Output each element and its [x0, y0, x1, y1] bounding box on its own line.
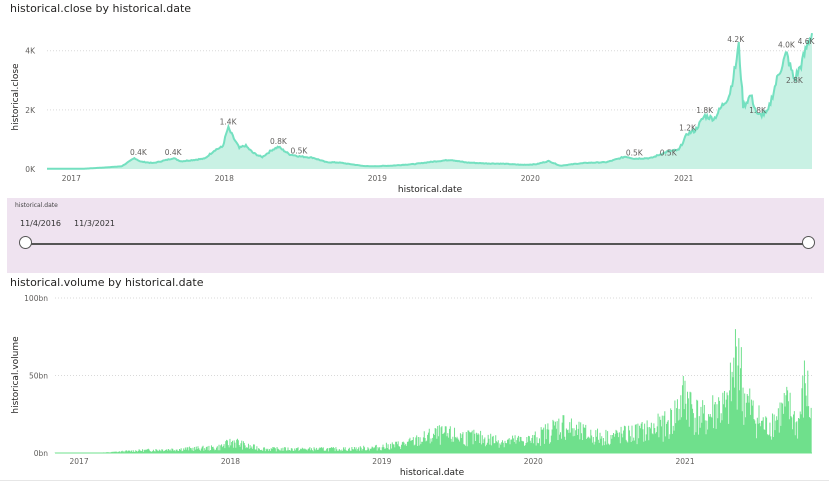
slicer-header: historical.date — [15, 202, 58, 209]
volume-x-tick-label: 2021 — [676, 457, 695, 466]
volume-x-tick-label: 2018 — [221, 457, 240, 466]
close-area-fill — [47, 33, 812, 169]
volume-chart-title: historical.volume by historical.date — [10, 276, 204, 289]
close-x-tick-label: 2018 — [215, 174, 234, 183]
close-data-label: 4.0K — [778, 41, 796, 50]
date-range-slicer[interactable]: historical.date 11/4/2016 11/3/2021 — [7, 198, 824, 273]
slicer-start-date[interactable]: 11/4/2016 — [20, 219, 62, 228]
volume-y-tick-label: 50bn — [29, 372, 48, 381]
close-data-label: 2.8K — [786, 76, 804, 85]
close-chart-title: historical.close by historical.date — [10, 2, 192, 15]
close-data-label: 4.2K — [727, 35, 745, 44]
close-data-label: 1.4K — [220, 118, 238, 127]
close-data-label: 0.4K — [130, 148, 148, 157]
close-chart-svg: 0.4K 0.4K1.4K0.8K0.5K 0.5K 0.5K1.2K1.8K4.2K… — [11, 32, 816, 195]
volume-y-tick-label: 0bn — [34, 449, 49, 458]
close-x-tick-label: 2017 — [62, 174, 81, 183]
volume-chart-svg: 0bn 50bn 100bn 2017 2018 2019 2020 2021 histor… — [11, 294, 812, 478]
close-x-axis-title: historical.date — [398, 185, 463, 195]
close-x-tick-label: 2020 — [521, 174, 540, 183]
close-y-tick-label: 2K — [25, 106, 36, 115]
volume-y-tick-label: 100bn — [24, 294, 48, 303]
close-data-label: 0.4K — [165, 148, 183, 157]
close-x-tick-label: 2021 — [674, 174, 693, 183]
close-data-label: 1.8K — [749, 106, 767, 115]
close-series-line — [47, 32, 813, 170]
close-data-label: 0.5K — [660, 149, 678, 158]
slicer-track[interactable] — [26, 243, 810, 245]
volume-x-axis-title: historical.date — [400, 468, 465, 478]
bottom-border — [0, 480, 829, 481]
close-data-label: 1.8K — [696, 106, 714, 115]
slicer-end-date[interactable]: 11/3/2021 — [74, 219, 116, 228]
volume-bars — [54, 329, 812, 453]
close-x-tick-label: 2019 — [368, 174, 387, 183]
volume-x-tick-label: 2020 — [524, 457, 543, 466]
volume-chart-visual: historical.volume by historical.date 0bn… — [0, 274, 829, 483]
slicer-start-handle[interactable] — [19, 236, 32, 249]
close-data-label: 0.5K — [626, 149, 644, 158]
volume-x-tick-label: 2017 — [70, 457, 89, 466]
close-y-axis-title: historical.close — [11, 63, 21, 131]
close-chart-visual: historical.close by historical.date 0.4K… — [0, 0, 829, 197]
close-y-tick-label: 4K — [25, 47, 36, 56]
close-data-label: 0.8K — [270, 137, 288, 146]
volume-y-axis-title: historical.volume — [11, 336, 21, 414]
close-data-label: 0.5K — [290, 146, 308, 155]
slicer-end-handle[interactable] — [802, 236, 815, 249]
close-y-tick-label: 0K — [25, 165, 36, 174]
volume-x-tick-label: 2019 — [372, 457, 391, 466]
close-data-label: 1.2K — [679, 124, 697, 133]
close-data-label: 4.6K — [798, 37, 816, 46]
